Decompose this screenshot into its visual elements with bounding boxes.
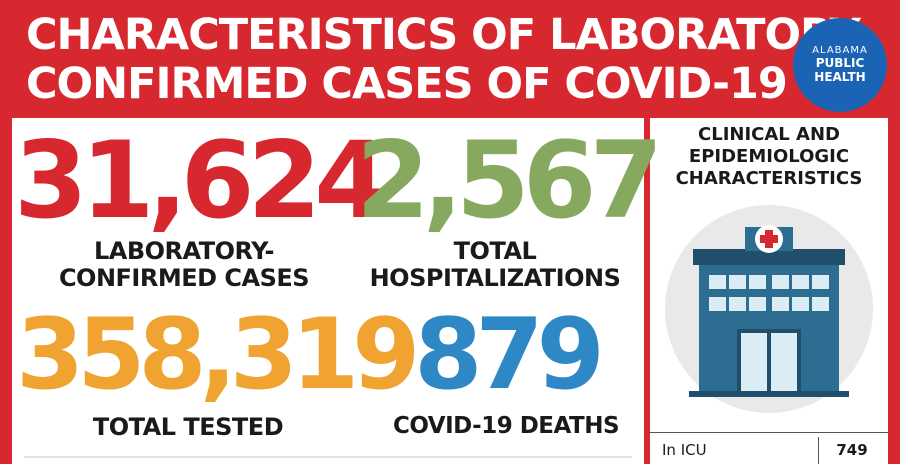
deaths-label: COVID-19 DEATHS [392,413,620,439]
clinical-title-line-2: EPIDEMIOLOGIC [688,145,850,167]
logo-line-3: HEALTH [814,70,866,84]
stat-hospitalizations: 2,567 TOTAL HOSPITALIZATIONS [356,119,663,292]
page-title-line-2: CONFIRMED CASES OF COVID-19 [26,59,788,109]
page-title-line-1: CHARACTERISTICS OF LABORATORY- [26,10,871,60]
hospitalizations-label-1: TOTAL [453,237,537,265]
total-tested-value: 358,319 [16,298,420,412]
confirmed-cases-label-1: LABORATORY- [93,237,275,265]
logo-line-2: PUBLIC [815,56,865,71]
stat-confirmed-cases: 31,624 LABORATORY- CONFIRMED CASES [14,119,388,292]
stats-panel [12,118,644,464]
alabama-public-health-logo: ALABAMA PUBLIC HEALTH [793,18,887,112]
header: CHARACTERISTICS OF LABORATORY- CONFIRMED… [0,0,900,118]
clinical-row-icu: In ICU 749 [650,432,888,464]
confirmed-cases-label-2: CONFIRMED CASES [58,263,310,292]
stat-deaths: 879 COVID-19 DEATHS [378,306,634,440]
icu-value: 749 [836,441,868,459]
clinical-title: CLINICAL AND EPIDEMIOLOGIC CHARACTERISTI… [650,124,888,190]
total-tested-label: TOTAL TESTED [92,413,284,441]
divider [24,456,632,458]
clinical-title-line-1: CLINICAL AND [698,124,840,145]
stat-total-tested: 358,319 TOTAL TESTED [16,298,420,441]
hospitalizations-value: 2,567 [356,119,663,242]
hospitalizations-label-2: HOSPITALIZATIONS [369,263,621,292]
logo-line-1: ALABAMA [812,45,868,57]
confirmed-cases-value: 31,624 [14,119,388,242]
row-separator [818,437,819,464]
deaths-value: 879 [414,298,605,412]
hospital-icon [665,205,873,413]
icu-label: In ICU [662,441,707,459]
clinical-title-line-3: CHARACTERISTICS [675,167,863,189]
